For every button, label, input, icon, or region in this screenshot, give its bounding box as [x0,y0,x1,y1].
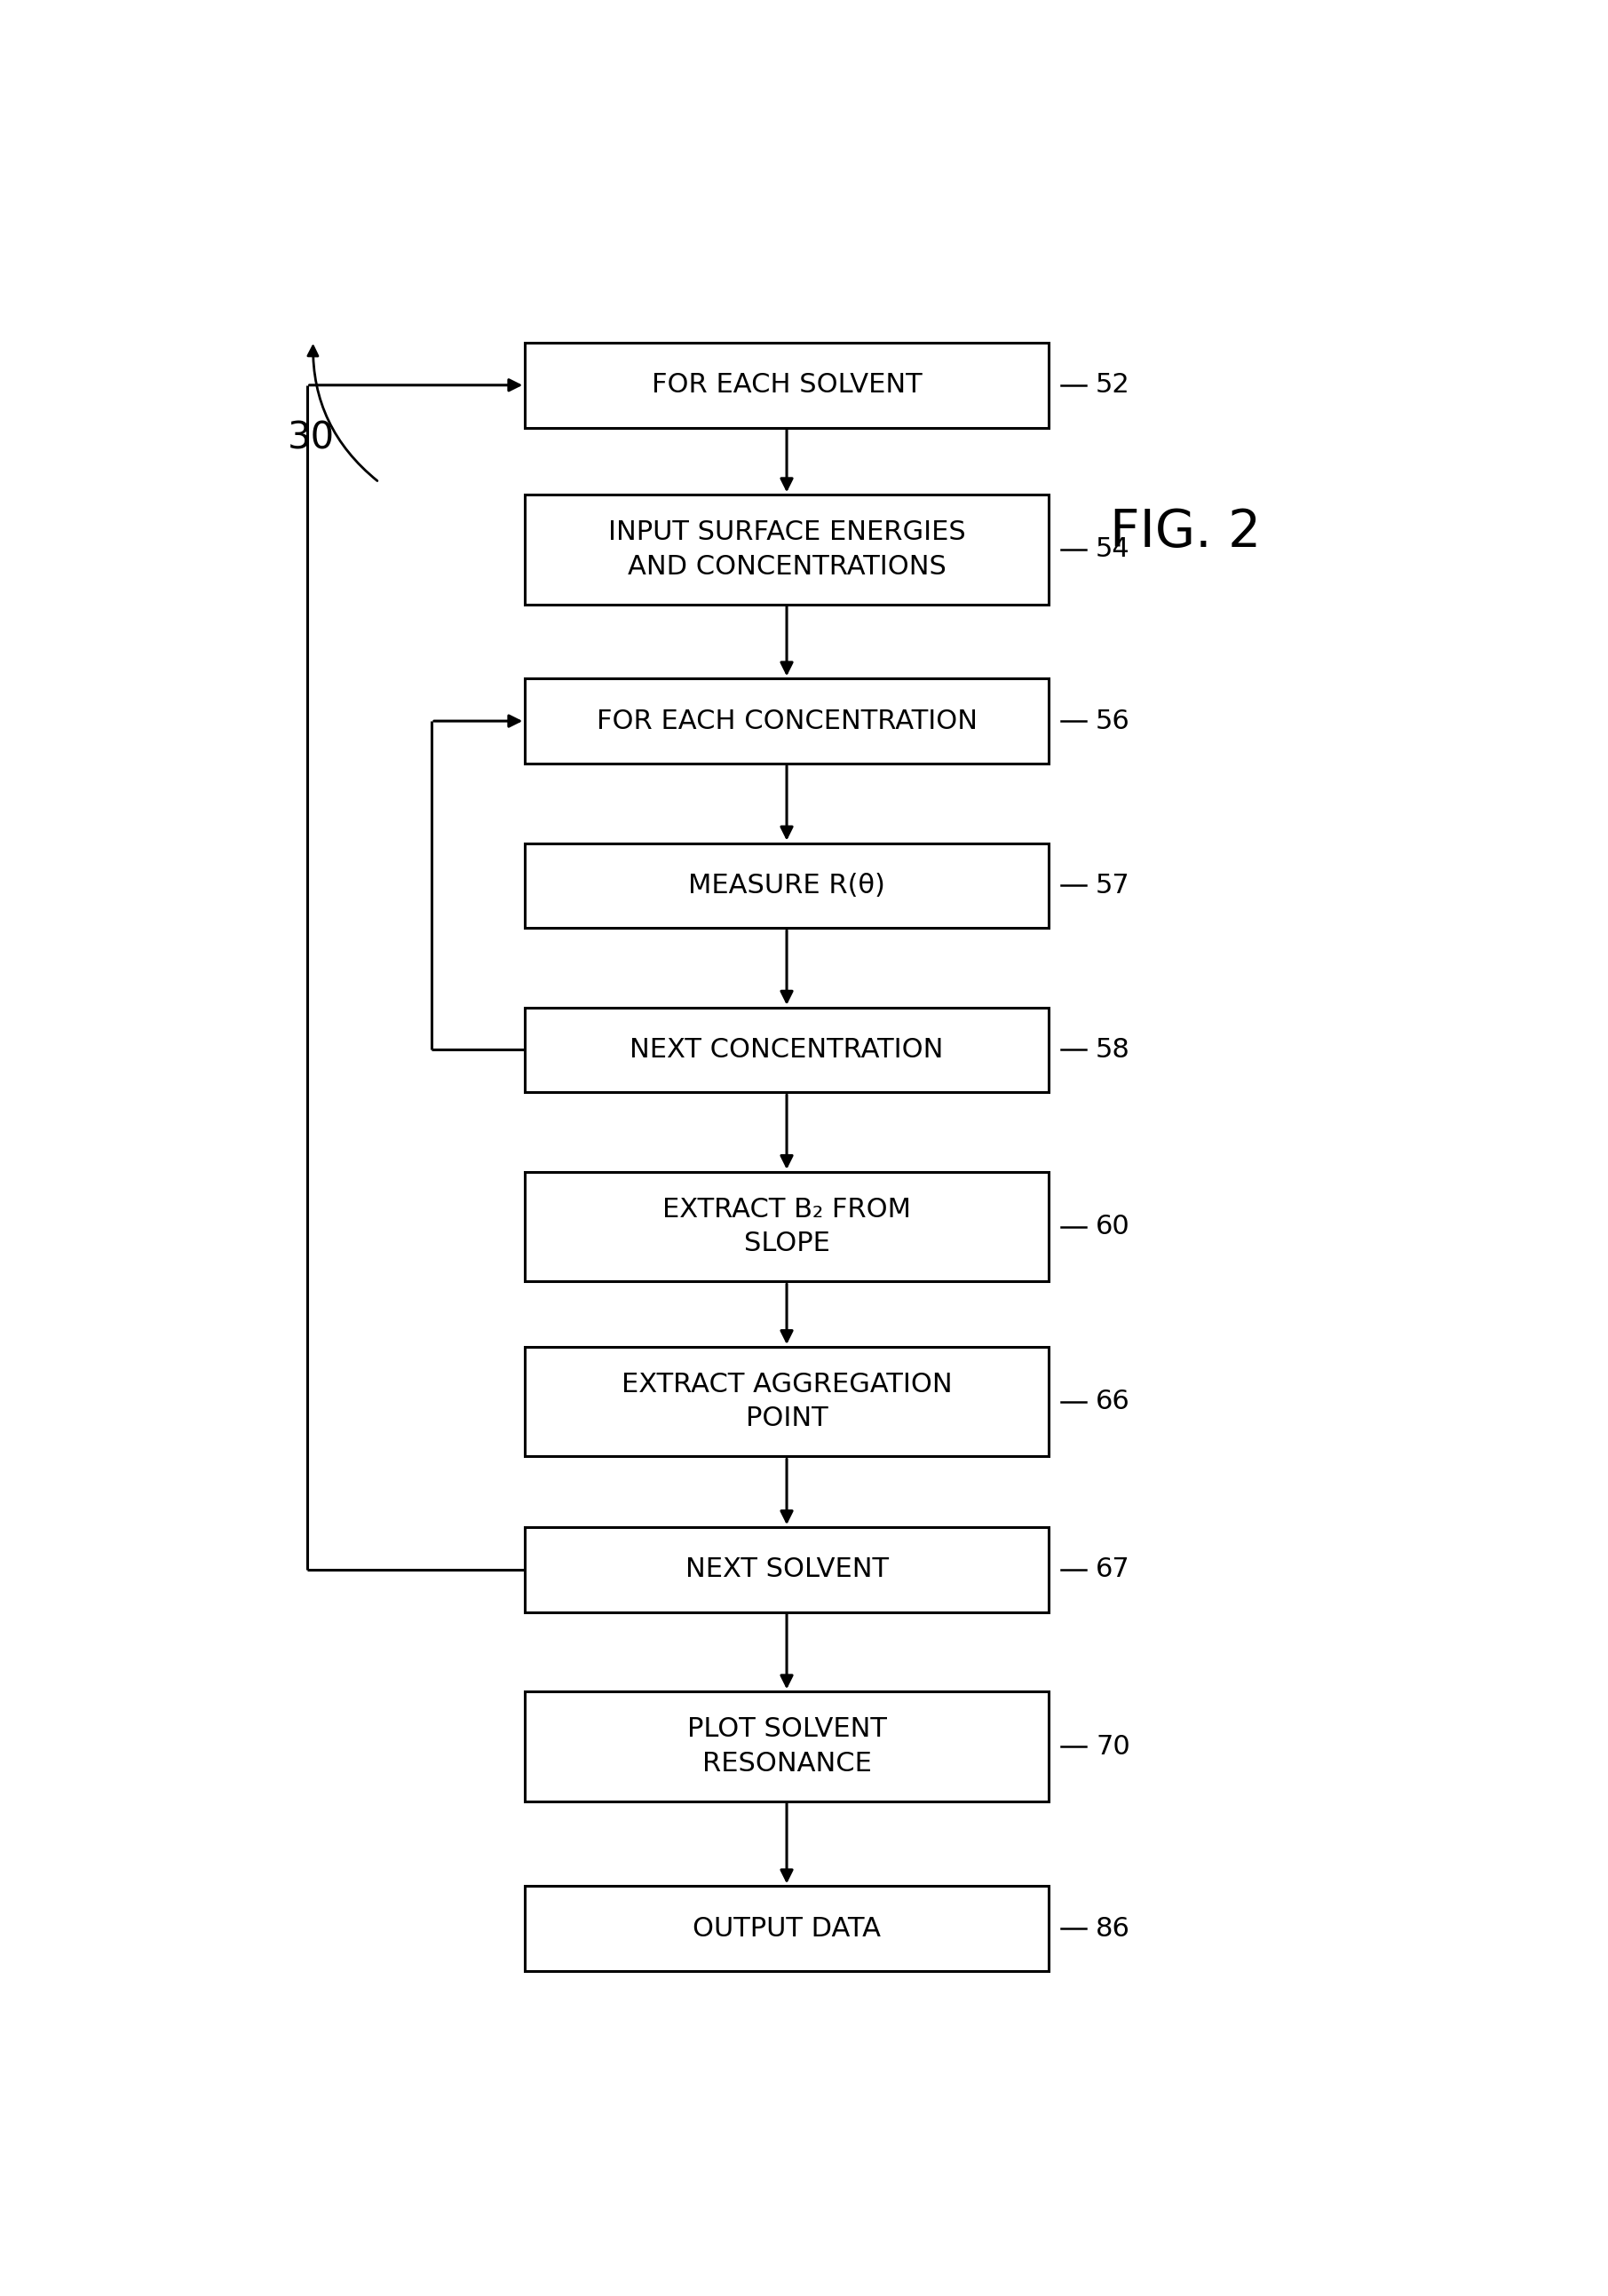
Text: 58: 58 [1095,1038,1130,1063]
Text: PLOT SOLVENT
RESONANCE: PLOT SOLVENT RESONANCE [687,1717,886,1777]
Text: MEASURE R(θ): MEASURE R(θ) [688,872,886,898]
Text: 52: 52 [1095,372,1130,397]
Text: FOR EACH SOLVENT: FOR EACH SOLVENT [651,372,921,397]
Text: EXTRACT B₂ FROM
SLOPE: EXTRACT B₂ FROM SLOPE [662,1196,912,1256]
Text: 60: 60 [1095,1215,1130,1240]
FancyBboxPatch shape [526,1527,1048,1612]
Text: 57: 57 [1095,872,1130,898]
Text: 56: 56 [1095,707,1130,735]
FancyBboxPatch shape [526,1171,1048,1281]
Text: FOR EACH CONCENTRATION: FOR EACH CONCENTRATION [597,707,978,735]
Text: 30: 30 [288,420,334,457]
Text: 67: 67 [1095,1557,1130,1582]
FancyBboxPatch shape [526,1692,1048,1802]
Text: OUTPUT DATA: OUTPUT DATA [693,1915,881,1942]
Text: 66: 66 [1095,1389,1130,1414]
FancyBboxPatch shape [526,1008,1048,1093]
Text: NEXT SOLVENT: NEXT SOLVENT [685,1557,888,1582]
Text: NEXT CONCENTRATION: NEXT CONCENTRATION [630,1038,944,1063]
FancyBboxPatch shape [526,1885,1048,1970]
FancyBboxPatch shape [526,342,1048,427]
Text: INPUT SURFACE ENERGIES
AND CONCENTRATIONS: INPUT SURFACE ENERGIES AND CONCENTRATION… [608,519,965,579]
Text: EXTRACT AGGREGATION
POINT: EXTRACT AGGREGATION POINT [621,1371,952,1430]
Text: FIG. 2: FIG. 2 [1110,507,1261,558]
FancyBboxPatch shape [526,680,1048,765]
FancyBboxPatch shape [526,1348,1048,1456]
FancyBboxPatch shape [526,843,1048,928]
FancyBboxPatch shape [526,494,1048,604]
Text: 86: 86 [1095,1915,1130,1942]
Text: 70: 70 [1095,1733,1130,1759]
Text: 54: 54 [1095,537,1130,563]
